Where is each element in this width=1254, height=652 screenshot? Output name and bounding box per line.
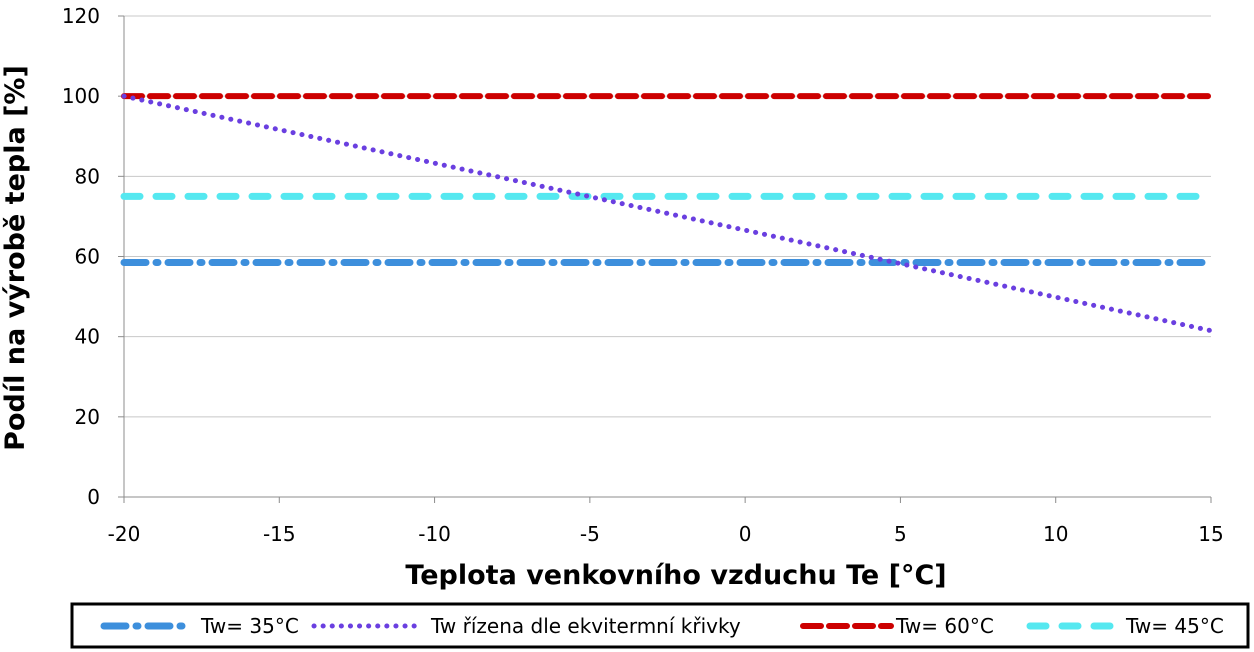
legend-label: Tw řízena dle ekvitermní křivky (430, 614, 741, 638)
series-line-1 (121, 93, 1214, 334)
y-tick-label: 120 (62, 4, 100, 28)
x-tick-labels: -20 -15 -10 -5 0 5 10 15 (108, 497, 1224, 546)
y-tick-label: 60 (75, 245, 100, 269)
y-tick-label: 0 (87, 485, 100, 509)
x-axis-title: Teplota venkovního vzduchu Te [°C] (405, 560, 946, 591)
y-tick-label: 80 (75, 164, 100, 188)
gridlines (124, 15, 1211, 418)
series-lines (120, 93, 1215, 334)
y-tick-labels: 0 20 40 60 80 100 120 (62, 4, 124, 509)
x-tick-label: 5 (894, 522, 907, 546)
y-tick-label: 40 (75, 325, 100, 349)
legend-label: Tw= 45°C (1125, 614, 1224, 638)
legend-label: Tw= 35°C (200, 614, 299, 638)
x-tick-label: 10 (1043, 522, 1068, 546)
x-tick-label: 15 (1198, 522, 1223, 546)
y-tick-label: 100 (62, 84, 100, 108)
legend-box (70, 602, 1250, 649)
x-tick-label: 0 (739, 522, 752, 546)
x-tick-label: -10 (418, 522, 451, 546)
legend-label: Tw= 60°C (895, 614, 994, 638)
x-tick-label: -5 (580, 522, 600, 546)
x-tick-label: -15 (263, 522, 296, 546)
y-axis-title: Podíl na výrobě tepla [%] (0, 65, 31, 451)
x-tick-label: -20 (108, 522, 141, 546)
legend: Tw= 35°C Tw řízena dle ekvitermní křivky T… (70, 602, 1250, 649)
y-tick-label: 20 (75, 405, 100, 429)
